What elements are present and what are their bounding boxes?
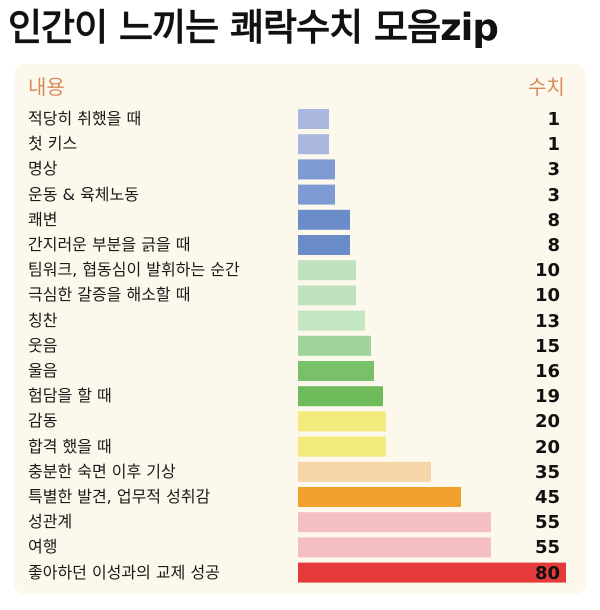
bar (298, 361, 374, 381)
category-label: 첫 키스 (28, 134, 78, 154)
value-label: 80 (534, 562, 560, 584)
page-title: 인간이 느끼는 쾌락수치 모음zip (8, 6, 499, 49)
bar (298, 461, 431, 482)
bar (298, 235, 350, 255)
category-label: 좋아하던 이성과의 교제 성공 (28, 562, 220, 582)
category-label: 명상 (28, 159, 58, 179)
bar (298, 411, 386, 432)
bar (298, 260, 356, 281)
value-label: 55 (534, 537, 560, 559)
category-label: 합격 했을 때 (28, 436, 112, 456)
category-label: 울음 (28, 361, 58, 380)
bar (298, 335, 371, 356)
category-label: 험담을 할 때 (28, 386, 112, 406)
bar (298, 386, 383, 407)
value-label: 3 (547, 184, 560, 206)
column-header-content: 내용 (28, 75, 65, 99)
value-label: 8 (547, 235, 560, 256)
value-label: 3 (547, 159, 560, 181)
value-label: 45 (534, 487, 560, 508)
category-label: 간지러운 부분을 긁을 때 (28, 235, 191, 254)
value-label: 1 (547, 109, 560, 130)
value-label: 10 (534, 285, 560, 307)
category-label: 성관계 (28, 512, 73, 532)
category-label: 쾌변 (28, 209, 58, 229)
bar (298, 310, 365, 331)
value-label: 8 (547, 209, 560, 231)
category-label: 칭찬 (28, 310, 58, 330)
bar (298, 562, 566, 583)
bar (298, 184, 335, 205)
value-label: 35 (534, 461, 560, 483)
value-label: 20 (534, 436, 560, 458)
value-label: 1 (547, 134, 560, 156)
column-header-value: 수치 (528, 75, 565, 99)
category-label: 운동 & 육체노동 (28, 184, 139, 204)
bar (298, 134, 329, 155)
category-label: 여행 (28, 537, 58, 557)
category-label: 팀워크, 협동심이 발휘하는 순간 (28, 260, 240, 280)
category-label: 감동 (28, 411, 58, 431)
bar (298, 537, 491, 558)
category-label: 극심한 갈증을 해소할 때 (28, 285, 191, 305)
bar (298, 109, 329, 129)
bar (298, 487, 461, 507)
category-label: 특별한 발견, 업무적 성취감 (28, 487, 211, 506)
category-label: 충분한 숙면 이후 기상 (28, 461, 176, 481)
category-label: 적당히 취했을 때 (28, 109, 142, 128)
value-label: 10 (534, 260, 560, 282)
bar (298, 436, 386, 457)
category-label: 웃음 (28, 335, 58, 355)
value-label: 55 (534, 512, 560, 534)
bar (298, 285, 356, 306)
value-label: 16 (534, 361, 560, 382)
bar (298, 209, 350, 230)
value-label: 15 (534, 335, 560, 357)
value-label: 13 (534, 310, 560, 332)
bar (298, 159, 335, 180)
value-label: 20 (534, 411, 560, 433)
bar (298, 512, 491, 533)
value-label: 19 (534, 386, 560, 408)
